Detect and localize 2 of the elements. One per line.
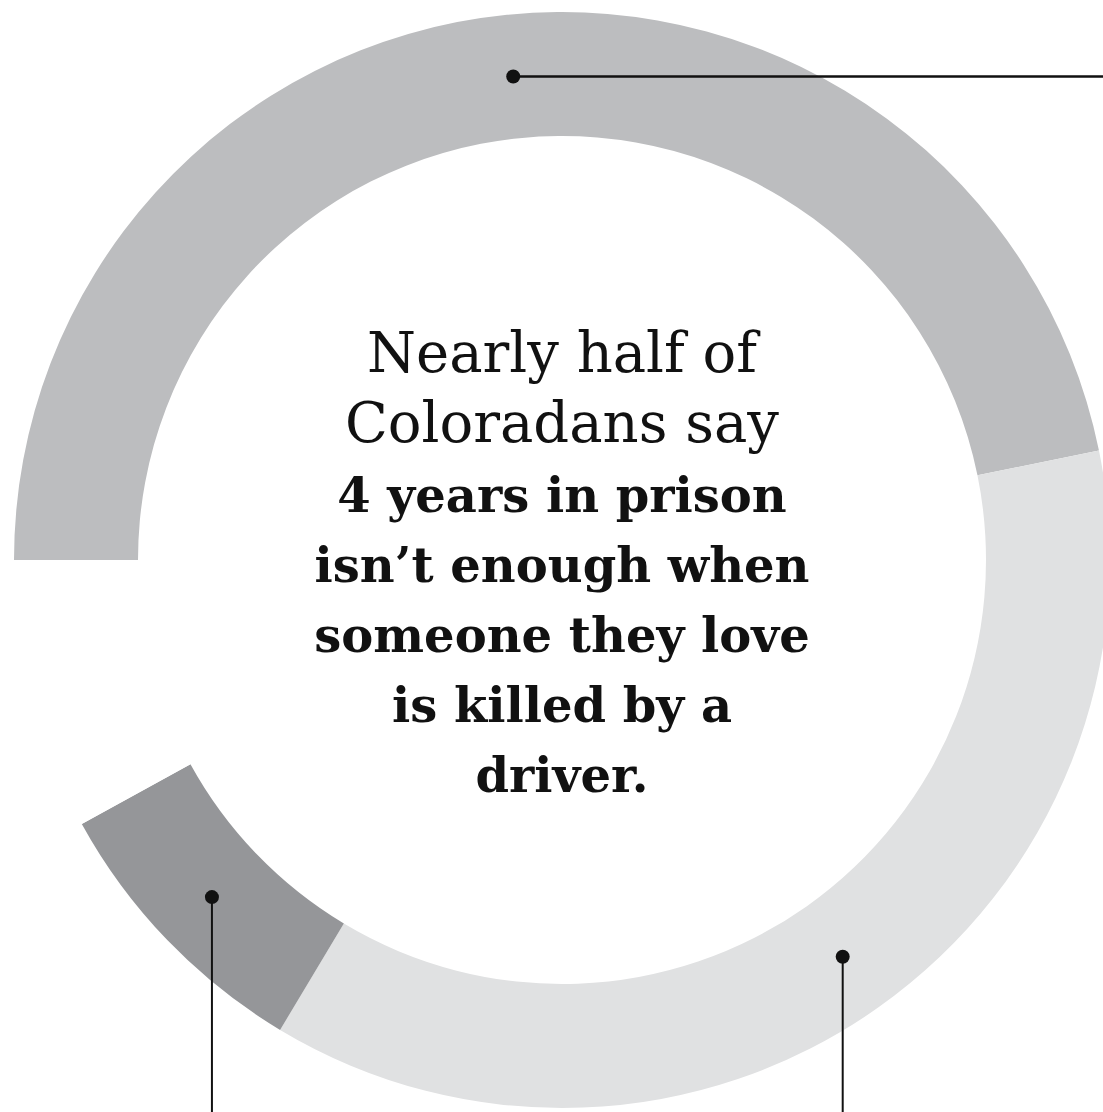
text: Nearly half of Coloradans say bbox=[345, 320, 780, 455]
text: 4 years in prison isn’t enough when someone they love is killed by a driver. bbox=[314, 467, 810, 803]
